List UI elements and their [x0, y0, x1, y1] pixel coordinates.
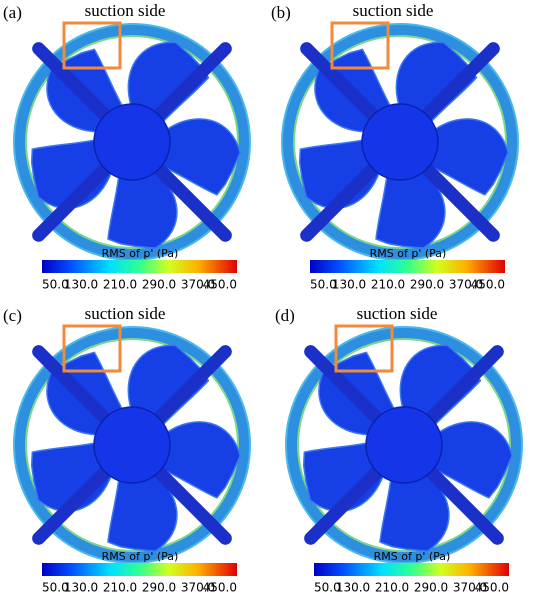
shroud-edge	[293, 35, 507, 249]
shroud-edge	[297, 338, 511, 552]
colorbar-tick-label: 450.0	[203, 581, 237, 595]
fan-blade	[375, 169, 446, 249]
fan-blade	[127, 41, 210, 125]
colorbar-tick-label: 370.0	[449, 278, 483, 292]
colorbar-tick-label: 290.0	[142, 278, 176, 292]
colorbar-tick-label: 370.0	[181, 581, 215, 595]
annotation: suction side	[85, 304, 166, 323]
panel-label: (d)	[275, 306, 295, 325]
fan-hub	[93, 406, 171, 484]
highlight-box	[334, 324, 394, 373]
fan-blade	[395, 41, 478, 125]
fan-blade	[107, 472, 178, 552]
colorbar-tick-label: 130.0	[336, 581, 370, 595]
colorbar-tick-label: 370.0	[453, 581, 487, 595]
colorbar-tick-label: 130.0	[332, 278, 366, 292]
annotation: suction side	[357, 304, 438, 323]
colorbar-tick-label: 290.0	[410, 278, 444, 292]
colorbar-tick-label: 50.0	[42, 278, 69, 292]
fan-blade	[425, 118, 509, 196]
annotation: suction side	[353, 1, 434, 20]
fan-blade	[429, 421, 513, 499]
colorbar	[42, 563, 237, 576]
highlight-box	[330, 21, 390, 70]
colorbar-tick-label: 210.0	[375, 581, 409, 595]
panel-label: (c)	[3, 306, 22, 325]
colorbar-tick-label: 450.0	[471, 278, 505, 292]
colorbar-tick-label: 50.0	[42, 581, 69, 595]
fan-blade	[127, 344, 210, 428]
shroud-edge	[25, 35, 239, 249]
colorbar-tick-label: 210.0	[103, 581, 137, 595]
fan-blade	[107, 169, 178, 249]
colorbar-tick-label: 130.0	[64, 581, 98, 595]
highlight-box	[62, 21, 122, 70]
colorbar-title: RMS of p' (Pa)	[102, 247, 179, 260]
fan-hub	[361, 103, 439, 181]
colorbar	[314, 563, 509, 576]
annotation: suction side	[85, 1, 166, 20]
colorbar-tick-label: 50.0	[310, 278, 337, 292]
highlight-box	[62, 324, 122, 373]
panel-label: (b)	[271, 3, 291, 22]
colorbar	[310, 260, 505, 273]
colorbar-title: RMS of p' (Pa)	[102, 550, 179, 563]
colorbar-tick-label: 210.0	[103, 278, 137, 292]
colorbar-tick-label: 50.0	[314, 581, 341, 595]
colorbar	[42, 260, 237, 273]
colorbar-tick-label: 450.0	[203, 278, 237, 292]
colorbar-tick-label: 450.0	[475, 581, 509, 595]
fan-blade	[379, 472, 450, 552]
colorbar-title: RMS of p' (Pa)	[374, 550, 451, 563]
colorbar-tick-label: 130.0	[64, 278, 98, 292]
colorbar-tick-label: 370.0	[181, 278, 215, 292]
fan-blade	[157, 118, 241, 196]
fan-blade	[399, 344, 482, 428]
fan-hub	[365, 406, 443, 484]
fan-hub	[93, 103, 171, 181]
colorbar-tick-label: 290.0	[142, 581, 176, 595]
colorbar-title: RMS of p' (Pa)	[370, 247, 447, 260]
panel-label: (a)	[3, 3, 22, 22]
colorbar-tick-label: 290.0	[414, 581, 448, 595]
shroud-edge	[25, 338, 239, 552]
colorbar-tick-label: 210.0	[371, 278, 405, 292]
fan-blade	[157, 421, 241, 499]
